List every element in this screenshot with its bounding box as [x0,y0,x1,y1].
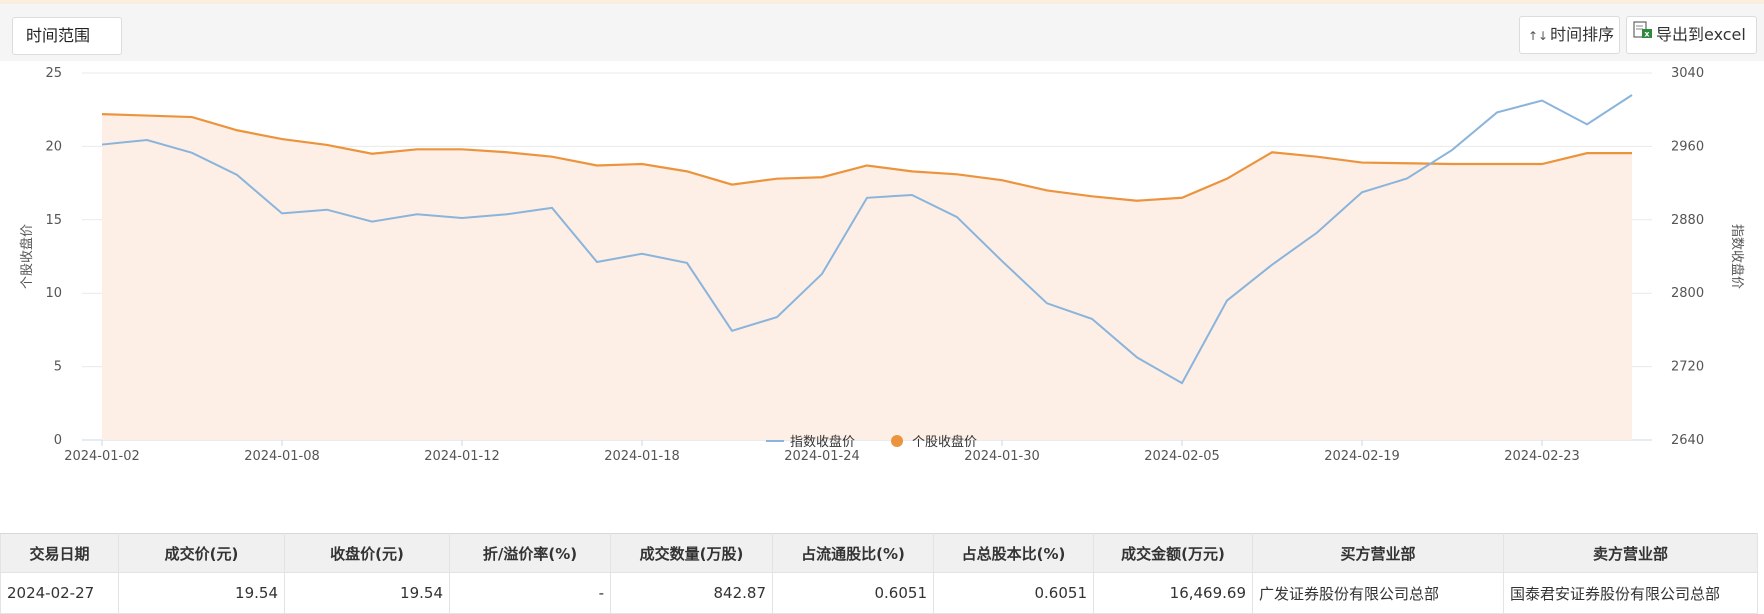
x-tick-label: 2024-01-24 [784,449,860,464]
export-excel-label: 导出到excel [1656,25,1746,44]
x-tick-label: 2024-01-18 [604,449,680,464]
col-header-premium-rate[interactable]: 折/溢价率(%) [449,533,611,573]
col-header-trade-date[interactable]: 交易日期 [0,533,119,573]
excel-icon: x [1633,16,1653,52]
time-sort-label: 时间排序 [1550,25,1615,44]
y-right-axis-title: 指数收盘价 [1729,224,1745,289]
y-left-tick-label: 10 [45,286,62,301]
cell-volume: 842.87 [610,572,773,614]
cell-float-ratio: 0.6051 [772,572,934,614]
x-tick-label: 2024-01-08 [244,449,320,464]
y-right-tick-label: 2960 [1671,139,1704,154]
cell-amount: 16,469.69 [1093,572,1253,614]
cell-trade-price: 19.54 [118,572,285,614]
y-right-tick-label: 2720 [1671,360,1704,375]
x-tick-label: 2024-01-02 [64,449,140,464]
stock-price-area [102,114,1632,440]
y-right-tick-label: 3040 [1671,66,1704,81]
cell-premium-rate: - [449,572,611,614]
y-left-axis-title: 个股收盘价 [19,224,35,289]
x-tick-label: 2024-02-23 [1504,449,1580,464]
sort-arrows-icon: ↑↓ [1528,29,1549,43]
x-tick-label: 2024-01-30 [964,449,1040,464]
export-excel-button[interactable]: x 导出到excel [1626,16,1757,54]
y-right-tick-label: 2880 [1671,213,1704,228]
legend-index-label: 指数收盘价 [790,434,855,450]
col-header-buyer[interactable]: 买方营业部 [1252,533,1504,573]
col-header-total-ratio[interactable]: 占总股本比(%) [933,533,1094,573]
time-range-button[interactable]: 时间范围 [12,17,122,55]
col-header-volume[interactable]: 成交数量(万股) [610,533,773,573]
col-header-seller[interactable]: 卖方营业部 [1503,533,1758,573]
cell-total-ratio: 0.6051 [933,572,1094,614]
index-price-line [101,94,1633,385]
cell-buyer: 广发证券股份有限公司总部 [1252,572,1504,614]
cell-seller: 国泰君安证券股份有限公司总部 [1503,572,1758,614]
y-left-tick-label: 0 [54,433,62,448]
table-header-row: 交易日期 成交价(元) 收盘价(元) 折/溢价率(%) 成交数量(万股) 占流通… [0,533,1758,573]
stock-price-line [101,113,1632,202]
y-left-tick-label: 15 [45,213,62,228]
cell-trade-date: 2024-02-27 [0,572,119,614]
legend-stock-swatch [891,435,903,447]
y-left-tick-label: 5 [54,360,62,375]
col-header-trade-price[interactable]: 成交价(元) [118,533,285,573]
x-tick-label: 2024-02-05 [1144,449,1220,464]
x-tick-label: 2024-02-19 [1324,449,1400,464]
y-left-tick-label: 25 [45,66,62,81]
toolbar: 时间范围 ↑↓ 时间排序 x 导出到excel [0,0,1764,61]
price-chart: 0510152025264027202800288029603040个股收盘价指… [19,66,1745,464]
col-header-amount[interactable]: 成交金额(万元) [1093,533,1253,573]
y-right-tick-label: 2800 [1671,286,1704,301]
table-row: 2024-02-27 19.54 19.54 - 842.87 0.6051 0… [0,572,1758,614]
svg-text:x: x [1644,30,1650,39]
y-right-tick-label: 2640 [1671,433,1704,448]
legend-stock-label: 个股收盘价 [912,434,977,450]
col-header-close-price[interactable]: 收盘价(元) [284,533,450,573]
y-left-tick-label: 20 [45,139,62,154]
block-trade-table: 交易日期 成交价(元) 收盘价(元) 折/溢价率(%) 成交数量(万股) 占流通… [0,533,1758,614]
col-header-float-ratio[interactable]: 占流通股比(%) [772,533,934,573]
time-sort-button[interactable]: ↑↓ 时间排序 [1519,16,1620,54]
cell-close-price: 19.54 [284,572,450,614]
x-tick-label: 2024-01-12 [424,449,500,464]
